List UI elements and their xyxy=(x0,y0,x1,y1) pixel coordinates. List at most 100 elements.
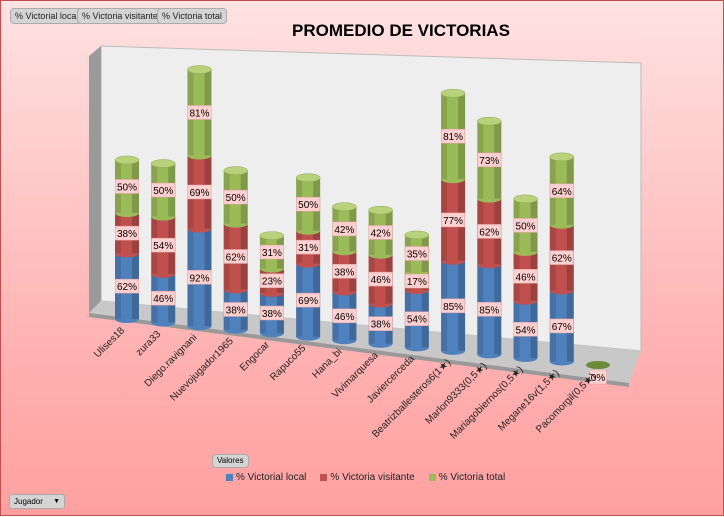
bar-local-bottom xyxy=(441,346,466,355)
data-label-box xyxy=(441,212,466,228)
jugador-field-dropdown[interactable]: Jugador ▼ xyxy=(9,494,65,509)
data-label-box xyxy=(404,273,429,289)
bar-top xyxy=(259,231,285,240)
values-field-button[interactable]: Valores xyxy=(212,454,249,468)
bar-visitante-bottom xyxy=(332,287,357,296)
data-label-local: 54% xyxy=(407,315,427,326)
data-label-box xyxy=(259,244,284,260)
data-label-box xyxy=(441,128,466,144)
data-label-local: 54% xyxy=(516,325,536,336)
bar-top xyxy=(549,152,575,162)
bar-total-bottom xyxy=(332,247,357,256)
data-label-box xyxy=(115,179,139,194)
data-label-total: 50% xyxy=(516,221,536,232)
category-label: Beatrizballesteros6(1★) xyxy=(370,357,453,440)
data-label-total: 81% xyxy=(443,132,463,143)
bar-visitante-bottom xyxy=(187,224,212,233)
bar-stack: 46% 54% 50% xyxy=(150,159,176,327)
bar-top xyxy=(368,205,393,215)
legend-swatch xyxy=(320,474,328,481)
data-label-visitante: 46% xyxy=(516,272,536,283)
bar-total-bottom xyxy=(477,194,502,203)
data-label-total: 50% xyxy=(226,193,246,204)
bar-stack: 92% 69% 81% xyxy=(187,65,212,331)
data-label-box xyxy=(223,302,248,317)
side-wall xyxy=(89,46,101,313)
data-label-local: 85% xyxy=(479,305,499,316)
data-label-box xyxy=(441,298,466,314)
legend-label: % Victoria total xyxy=(438,472,506,483)
bar-local-bottom xyxy=(549,357,574,366)
data-label-total: 42% xyxy=(334,225,354,236)
bar-stack: 67% 62% 64% xyxy=(549,152,575,366)
bar-stack: 54% 46% 50% xyxy=(513,194,538,362)
bar-local-bottom xyxy=(187,322,212,331)
bar-stack: 38% 46% 42% xyxy=(368,205,393,348)
category-label: Engocar xyxy=(238,339,273,374)
data-label-box xyxy=(115,225,139,241)
data-label-box xyxy=(513,322,538,337)
bar-local-bottom xyxy=(296,332,321,341)
data-label-total: 35% xyxy=(407,249,427,260)
data-label-local: 69% xyxy=(298,296,318,307)
data-label-visitante: 38% xyxy=(117,229,137,240)
data-label-local: 67% xyxy=(552,322,572,333)
bar-visitante-bottom xyxy=(477,260,502,269)
bar-stack: 69% 31% 50% xyxy=(295,173,321,341)
filter-button-victoria-total[interactable]: % Victoria total xyxy=(157,8,227,24)
data-label-box xyxy=(223,189,248,205)
category-label: Rapuco55 xyxy=(268,343,308,383)
legend-label: % Victorial local xyxy=(236,472,307,483)
data-label-local: 38% xyxy=(371,320,391,331)
data-label-total: 50% xyxy=(298,200,318,211)
data-label-box xyxy=(151,290,176,306)
data-label-box xyxy=(296,239,321,255)
bar-top xyxy=(404,230,430,240)
data-label-visitante: 38% xyxy=(334,267,354,278)
bar-local-bottom xyxy=(115,315,139,323)
bar-visitante-bottom xyxy=(223,285,248,294)
data-label-total: 50% xyxy=(153,186,173,197)
data-label-box xyxy=(332,308,357,324)
data-label-box xyxy=(259,273,284,288)
data-label-box xyxy=(368,316,393,331)
data-label-visitante: 23% xyxy=(262,277,282,288)
bar-visitante-bottom xyxy=(259,288,284,297)
bar-local-bottom xyxy=(151,318,176,327)
bar-stack: 38% 23% 31% xyxy=(259,231,285,338)
bar-top xyxy=(332,202,357,211)
data-label-local: 38% xyxy=(262,309,282,320)
bar-top xyxy=(295,173,321,182)
bar-top xyxy=(440,89,466,98)
data-label-box xyxy=(368,225,393,240)
bar-stack: 62% 38% 50% xyxy=(114,155,140,323)
legend-item-local: % Victorial local xyxy=(226,472,306,483)
legend-label: % Victoria visitante xyxy=(330,472,415,483)
bar-total-bottom xyxy=(151,212,176,221)
data-label-total: 42% xyxy=(371,228,391,239)
bar-total-bottom xyxy=(513,247,538,256)
bar-local-bottom xyxy=(513,353,538,362)
bar-total-bottom xyxy=(259,264,284,273)
data-label-local: 92% xyxy=(189,273,209,284)
bar-visitante-bottom xyxy=(549,286,574,295)
bar-stack: 85% 77% 81% xyxy=(440,89,466,355)
jugador-label: Jugador xyxy=(14,497,43,506)
bar-total-bottom xyxy=(223,219,248,228)
data-label-box xyxy=(513,218,538,233)
bar-visitante-bottom xyxy=(151,269,176,278)
bar-visitante-bottom xyxy=(368,299,393,308)
bar-visitante-bottom xyxy=(441,256,466,265)
bar-visitante-bottom xyxy=(296,259,321,268)
data-label-total: 81% xyxy=(189,108,209,119)
bar-stack: 54% 17% 35% xyxy=(404,230,430,352)
bar-stack: 38% 62% 50% xyxy=(223,166,248,334)
data-label-total: 73% xyxy=(479,156,499,167)
data-label-box xyxy=(151,182,176,198)
data-label-local: 85% xyxy=(443,302,463,313)
bar-local-bottom xyxy=(259,329,284,338)
bar-top xyxy=(477,116,502,126)
bar-local-bottom xyxy=(223,325,248,334)
data-label-box xyxy=(332,264,357,279)
bar-top xyxy=(513,194,538,204)
